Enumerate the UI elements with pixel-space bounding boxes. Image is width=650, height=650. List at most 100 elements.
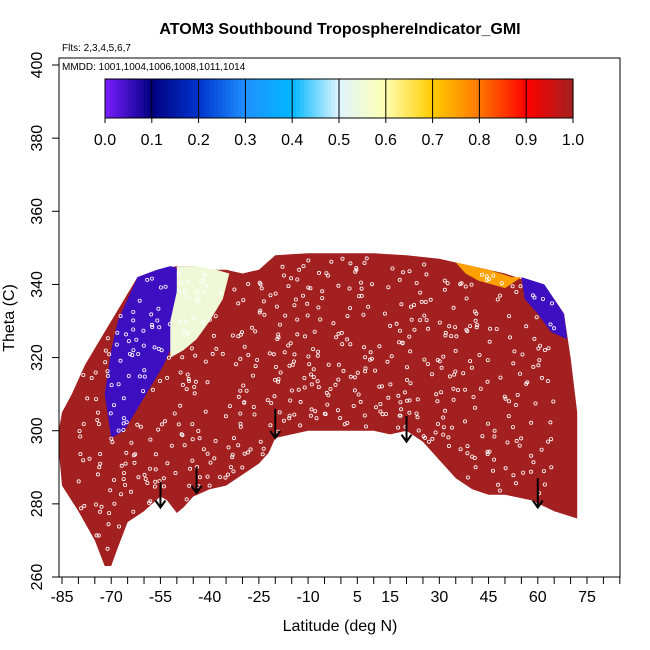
colorbar-cell	[159, 79, 165, 118]
colorbar-cell	[140, 79, 145, 118]
sample-point	[329, 259, 334, 264]
sample-point	[189, 346, 194, 351]
sample-point	[213, 314, 218, 319]
sample-point	[487, 449, 492, 454]
sample-point	[178, 403, 183, 408]
sample-point	[141, 343, 146, 348]
sample-point	[435, 421, 440, 426]
sample-point	[549, 465, 554, 470]
sample-point	[162, 419, 167, 424]
colorbar-cell	[233, 79, 239, 118]
colorbar-cell	[537, 79, 543, 118]
colorbar-cell	[561, 79, 566, 118]
sample-point	[525, 380, 530, 385]
colorbar-cell	[339, 79, 344, 118]
sample-point	[412, 327, 417, 332]
sample-point	[177, 319, 182, 324]
sample-point	[178, 370, 183, 375]
colorbar-cell	[448, 79, 453, 118]
sample-point	[359, 293, 364, 298]
sample-point	[231, 469, 236, 474]
sample-point	[442, 287, 447, 292]
sample-point	[150, 324, 155, 329]
sample-point	[341, 368, 346, 373]
colorbar-cell	[280, 79, 285, 118]
sample-point	[197, 436, 202, 441]
sample-point	[210, 351, 215, 356]
sample-point	[181, 328, 186, 333]
x-tick-label: -10	[297, 589, 320, 606]
sample-point	[356, 294, 361, 299]
sample-point	[398, 413, 403, 418]
sample-point	[184, 387, 189, 392]
sample-point	[249, 325, 254, 330]
sample-point	[96, 410, 101, 415]
colorbar-cell	[241, 79, 246, 118]
sample-point	[107, 511, 112, 516]
sample-point	[131, 318, 136, 323]
sample-point	[446, 435, 451, 440]
sample-point	[487, 339, 492, 344]
sample-point	[157, 378, 162, 383]
sample-point	[425, 361, 430, 366]
sample-point	[540, 296, 545, 301]
sample-point	[335, 408, 340, 413]
sample-point	[213, 438, 218, 443]
sample-point	[138, 424, 143, 429]
sample-point	[236, 443, 241, 448]
sample-point	[300, 293, 305, 298]
sample-point	[492, 428, 497, 433]
sample-point	[185, 372, 190, 377]
sample-point	[358, 280, 363, 285]
sample-point	[190, 422, 195, 427]
colorbar-cell	[132, 79, 137, 118]
sample-point	[115, 330, 120, 335]
sample-point	[309, 382, 314, 387]
colorbar-cell	[401, 79, 406, 118]
sample-point	[435, 399, 440, 404]
sample-point	[193, 379, 198, 384]
sample-point	[315, 349, 320, 354]
sample-point	[149, 312, 154, 317]
sample-point	[239, 330, 244, 335]
sample-point	[202, 272, 207, 277]
sample-point	[136, 475, 141, 480]
sample-point	[443, 330, 448, 335]
sample-point	[126, 339, 131, 344]
colorbar-cell	[183, 79, 188, 118]
sample-point	[123, 482, 128, 487]
sample-point	[292, 352, 297, 357]
colorbar-cell	[502, 79, 508, 118]
colorbar-cell	[128, 79, 133, 118]
sample-point	[531, 293, 536, 298]
sample-point	[340, 256, 345, 261]
colorbar-cell	[264, 79, 270, 118]
sample-point	[323, 412, 328, 417]
sample-point	[191, 316, 196, 321]
sample-point	[437, 359, 442, 364]
sample-point	[165, 375, 170, 380]
sample-point	[458, 282, 463, 287]
colorbar-cell	[436, 79, 441, 118]
sample-point	[81, 458, 86, 463]
sample-point	[546, 346, 551, 351]
sample-point	[506, 414, 511, 419]
sample-point	[326, 362, 331, 367]
sample-point	[514, 438, 519, 443]
sample-points-layer	[76, 256, 557, 551]
sample-point	[129, 440, 134, 445]
sample-point	[498, 375, 503, 380]
colorbar-cell	[459, 79, 465, 118]
sample-point	[507, 335, 512, 340]
sample-point	[358, 399, 363, 404]
sample-point	[194, 289, 199, 294]
sample-point	[511, 473, 516, 478]
sample-point	[124, 332, 129, 337]
sample-point	[472, 309, 477, 314]
colorbar-cell	[444, 79, 449, 118]
sample-point	[296, 387, 301, 392]
colorbar-cell	[428, 79, 434, 118]
sample-point	[98, 509, 103, 514]
sample-point	[238, 356, 243, 361]
sample-point	[415, 397, 420, 402]
